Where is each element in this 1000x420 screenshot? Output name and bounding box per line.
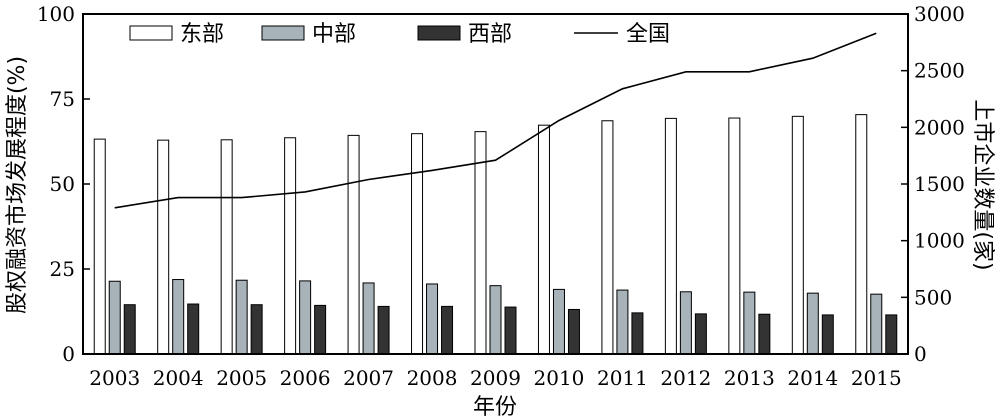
bar-中部-2010 [552, 288, 565, 355]
bar-中部-2009 [489, 285, 502, 355]
bar-东部-2015 [855, 114, 868, 355]
y-left-tick-label: 50 [50, 172, 75, 196]
x-tick-label: 2013 [724, 366, 775, 390]
series-line-全国 [114, 32, 877, 209]
bar-东部-2008 [411, 133, 424, 355]
x-tick-label: 2008 [407, 366, 458, 390]
bar-中部-2015 [870, 293, 883, 355]
legend-label-全国: 全国 [626, 22, 670, 47]
bar-西部-2007 [377, 305, 390, 355]
legend-label-西部: 西部 [468, 22, 512, 47]
bars-layer [93, 114, 898, 355]
y-right-tick-label: 1000 [914, 229, 965, 253]
x-tick-label: 2015 [851, 366, 902, 390]
y-right-tick-label: 2000 [914, 115, 965, 139]
x-tick-label: 2009 [470, 366, 521, 390]
bar-西部-2012 [694, 313, 707, 355]
x-tick-label: 2010 [534, 366, 585, 390]
bar-中部-2006 [299, 280, 312, 355]
bar-西部-2013 [758, 313, 771, 355]
bar-中部-2013 [743, 291, 756, 355]
bar-东部-2004 [157, 139, 170, 355]
bar-西部-2004 [187, 303, 200, 355]
legend-swatch-东部 [129, 25, 173, 41]
bar-中部-2007 [362, 282, 375, 355]
bar-西部-2011 [631, 312, 644, 355]
bar-中部-2008 [426, 283, 439, 355]
y-axis-left-title: 股权融资市场发展程度(%) [5, 56, 30, 314]
legend-label-东部: 东部 [180, 22, 224, 47]
y-right-tick-label: 500 [914, 285, 952, 309]
bar-西部-2014 [821, 314, 834, 355]
y-left-tick-label: 25 [50, 257, 75, 281]
legend: 东部 中部 西部 全国 [129, 22, 670, 47]
bar-东部-2003 [93, 138, 106, 355]
x-tick-label: 2003 [89, 366, 140, 390]
bar-中部-2012 [679, 291, 692, 355]
bar-中部-2003 [108, 280, 121, 355]
legend-swatch-中部 [261, 25, 305, 41]
bar-东部-2007 [347, 134, 360, 355]
x-tick-label: 2011 [597, 366, 648, 390]
bar-东部-2011 [601, 120, 614, 355]
bar-东部-2009 [474, 131, 487, 355]
bar-西部-2010 [567, 308, 580, 355]
bar-西部-2009 [504, 306, 517, 355]
bar-西部-2008 [441, 305, 454, 355]
bar-东部-2012 [664, 117, 677, 355]
legend-label-中部: 中部 [312, 22, 356, 47]
bar-东部-2014 [791, 115, 804, 355]
bar-西部-2005 [250, 304, 263, 355]
x-tick-label: 2014 [787, 366, 838, 390]
bar-西部-2003 [123, 304, 136, 355]
bar-东部-2006 [284, 137, 297, 355]
y-left-tick-label: 0 [62, 342, 75, 366]
bar-中部-2005 [235, 279, 248, 355]
y-left-tick-label: 75 [50, 87, 75, 111]
x-tick-label: 2012 [660, 366, 711, 390]
y-right-tick-label: 3000 [914, 2, 965, 26]
x-tick-label: 2007 [343, 366, 394, 390]
line-layer [114, 32, 877, 209]
x-tick-label: 2006 [280, 366, 331, 390]
y-right-tick-label: 2500 [914, 59, 965, 83]
bar-中部-2011 [616, 289, 629, 355]
bar-东部-2013 [728, 117, 741, 355]
bar-东部-2005 [220, 139, 233, 355]
bar-中部-2014 [806, 292, 819, 355]
y-right-tick-label: 0 [914, 342, 927, 366]
y-right-tick-label: 1500 [914, 172, 965, 196]
bar-西部-2015 [885, 314, 898, 355]
bar-中部-2004 [172, 279, 185, 355]
x-tick-label: 2004 [153, 366, 204, 390]
bar-东部-2010 [537, 124, 550, 355]
legend-swatch-西部 [417, 25, 461, 41]
y-axis-right-title: 上市企业数量(家) [970, 99, 995, 270]
y-left-tick-label: 100 [37, 2, 75, 26]
bar-西部-2006 [314, 304, 327, 355]
x-axis-title: 年份 [473, 395, 517, 420]
x-tick-label: 2005 [216, 366, 267, 390]
